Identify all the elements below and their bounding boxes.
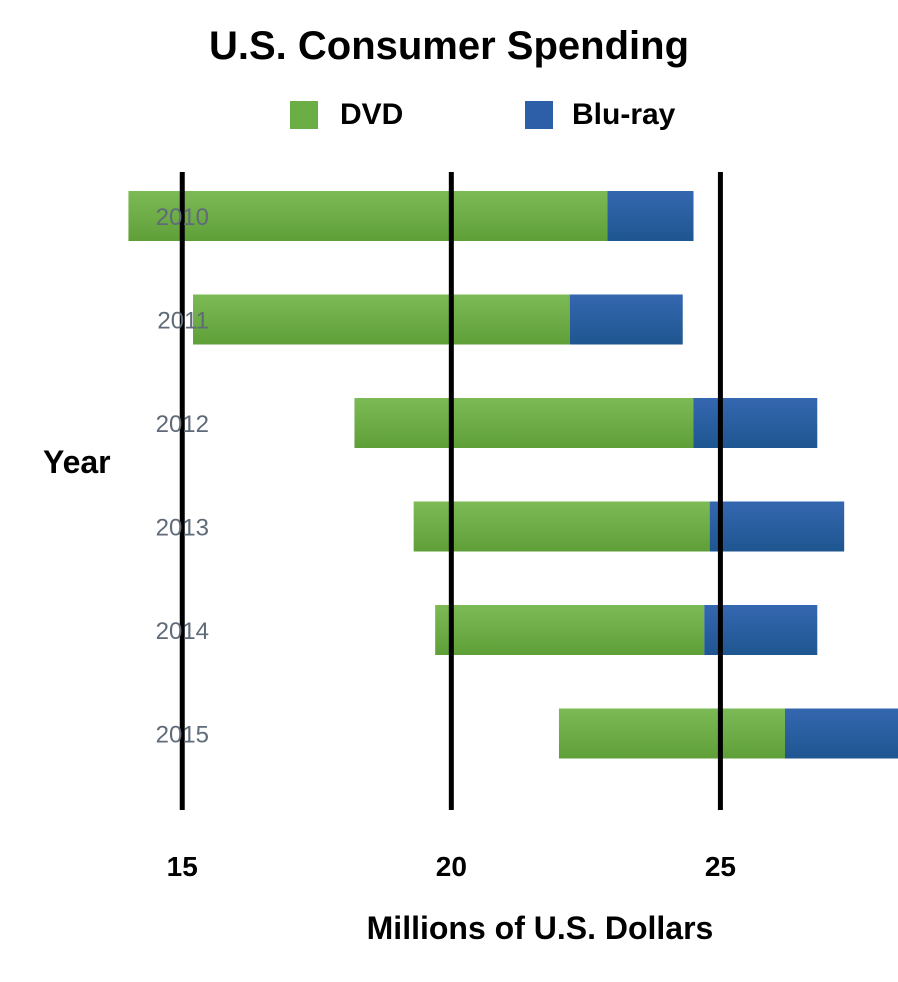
x-tick-label-15: 15: [167, 851, 198, 882]
y-tick-label-2012: 2012: [156, 411, 209, 438]
bar-dvd-2013: [413, 501, 710, 552]
y-axis-label: Year: [43, 444, 111, 480]
x-axis-label: Millions of U.S. Dollars: [366, 910, 714, 946]
bar-dvd-2011: [193, 294, 570, 345]
y-tick-label-2015: 2015: [156, 722, 209, 749]
y-tick-label-2014: 2014: [156, 618, 209, 645]
bar-bluray-2014: [704, 605, 818, 655]
legend-swatch-bluray: [525, 101, 553, 129]
legend: DVD Blu-ray: [0, 98, 898, 132]
chart-title: U.S. Consumer Spending: [208, 24, 690, 68]
y-tick-label-2011: 2011: [157, 308, 209, 335]
bar-bluray-2010: [607, 191, 694, 241]
bar-dvd-2012: [354, 398, 694, 448]
bar-dvd-2015: [558, 708, 785, 759]
legend-label-bluray: Blu-ray: [572, 98, 676, 131]
y-tick-label-2010: 2010: [156, 204, 209, 231]
bar-bluray-2011: [569, 294, 683, 345]
bar-dvd-2014: [435, 605, 705, 655]
legend-swatch-dvd: [290, 101, 318, 129]
bar-bluray-2012: [693, 398, 818, 448]
legend-label-dvd: DVD: [340, 98, 404, 131]
bar-bluray-2015: [784, 708, 898, 759]
bar-bluray-2013: [709, 501, 845, 552]
bar-dvd-2010: [128, 191, 608, 241]
y-tick-label-2013: 2013: [156, 515, 209, 542]
x-tick-label-20: 20: [436, 851, 467, 882]
x-tick-label-25: 25: [705, 851, 736, 882]
